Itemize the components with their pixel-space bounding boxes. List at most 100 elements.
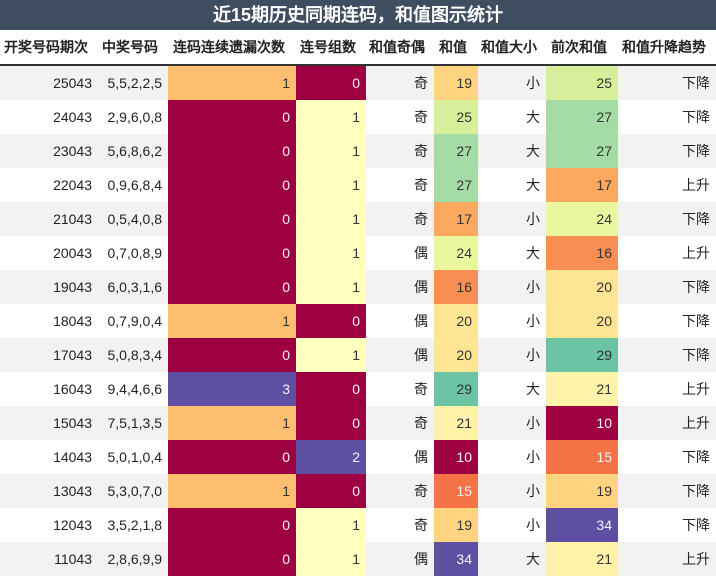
heat-cell: 16 <box>434 270 478 304</box>
cell: 小 <box>526 517 540 533</box>
header-cell: 开奖号码期次 <box>4 39 88 55</box>
cell: 大 <box>526 245 540 261</box>
heat-cell: 27 <box>434 134 478 168</box>
heat-cell: 1 <box>296 270 366 304</box>
heat-cell: 1 <box>168 406 296 440</box>
cell: 奇 <box>414 483 428 499</box>
heat-cell: 1 <box>296 134 366 168</box>
heat-cell: 0 <box>168 168 296 202</box>
cell: 偶 <box>414 313 428 329</box>
cell: 23043 <box>53 143 92 159</box>
heat-cell: 21 <box>546 542 618 576</box>
table-row: 16043 9,4,4,6,6 3 0 奇 29 大 21 上升 <box>0 372 716 406</box>
heat-cell: 0 <box>168 236 296 270</box>
heat-cell: 1 <box>296 508 366 542</box>
cell: 2,9,6,0,8 <box>107 109 163 125</box>
cell: 9,4,4,6,6 <box>107 381 163 397</box>
heat-cell: 1 <box>296 236 366 270</box>
heat-cell: 1 <box>296 338 366 372</box>
header-cell: 中奖号码 <box>102 39 158 55</box>
table-row: 17043 5,0,8,3,4 0 1 偶 20 小 29 下降 <box>0 338 716 372</box>
heat-cell: 16 <box>546 236 618 270</box>
cell: 13043 <box>53 483 92 499</box>
cell: 偶 <box>414 449 428 465</box>
cell: 奇 <box>414 109 428 125</box>
heat-cell: 0 <box>168 440 296 474</box>
cell: 18043 <box>53 313 92 329</box>
cell: 小 <box>526 313 540 329</box>
header-cell: 连码连续遗漏次数 <box>173 39 285 55</box>
table-row: 25043 5,5,2,2,5 1 0 奇 19 小 25 下降 <box>0 66 716 100</box>
heat-cell: 24 <box>546 202 618 236</box>
table-row: 19043 6,0,3,1,6 0 1 偶 16 小 20 下降 <box>0 270 716 304</box>
heat-cell: 0 <box>168 270 296 304</box>
cell: 2,8,6,9,9 <box>107 551 163 567</box>
cell: 上升 <box>682 177 710 193</box>
cell: 下降 <box>682 75 710 91</box>
cell: 0,9,6,8,4 <box>107 177 163 193</box>
cell: 下降 <box>682 313 710 329</box>
heat-cell: 27 <box>546 100 618 134</box>
cell: 下降 <box>682 517 710 533</box>
heat-cell: 0 <box>296 474 366 508</box>
header-cell: 和值大小 <box>481 39 537 55</box>
heat-cell: 1 <box>296 100 366 134</box>
cell: 24043 <box>53 109 92 125</box>
cell: 大 <box>526 109 540 125</box>
heat-cell: 29 <box>546 338 618 372</box>
cell: 14043 <box>53 449 92 465</box>
heat-cell: 0 <box>168 202 296 236</box>
cell: 小 <box>526 211 540 227</box>
cell: 小 <box>526 75 540 91</box>
heat-cell: 27 <box>546 134 618 168</box>
heat-cell: 0 <box>296 372 366 406</box>
header-cell: 连号组数 <box>300 39 356 55</box>
cell: 下降 <box>682 109 710 125</box>
cell: 6,0,3,1,6 <box>107 279 163 295</box>
heat-cell: 0 <box>296 66 366 100</box>
table-row: 23043 5,6,8,6,2 0 1 奇 27 大 27 下降 <box>0 134 716 168</box>
cell: 下降 <box>682 143 710 159</box>
table-row: 18043 0,7,9,0,4 1 0 偶 20 小 20 下降 <box>0 304 716 338</box>
cell: 小 <box>526 415 540 431</box>
cell: 22043 <box>53 177 92 193</box>
heat-cell: 20 <box>434 338 478 372</box>
cell: 奇 <box>414 177 428 193</box>
heat-cell: 0 <box>296 304 366 338</box>
header-row: 开奖号码期次 中奖号码 连码连续遗漏次数 连号组数 和值奇偶 和值 和值大小 前次和值 和值升降… <box>0 30 716 66</box>
heat-cell: 19 <box>434 66 478 100</box>
heat-cell: 25 <box>434 100 478 134</box>
heat-cell: 25 <box>546 66 618 100</box>
cell: 下降 <box>682 279 710 295</box>
heat-cell: 34 <box>434 542 478 576</box>
cell: 偶 <box>414 279 428 295</box>
table-row: 24043 2,9,6,0,8 0 1 奇 25 大 27 下降 <box>0 100 716 134</box>
cell: 5,5,2,2,5 <box>107 75 163 91</box>
cell: 20043 <box>53 245 92 261</box>
cell: 17043 <box>53 347 92 363</box>
cell: 小 <box>526 449 540 465</box>
cell: 奇 <box>414 211 428 227</box>
heat-cell: 19 <box>546 474 618 508</box>
heat-cell: 0 <box>168 100 296 134</box>
cell: 上升 <box>682 381 710 397</box>
cell: 下降 <box>682 347 710 363</box>
heat-cell: 24 <box>434 236 478 270</box>
header-cell: 和值升降趋势 <box>622 39 706 55</box>
cell: 上升 <box>682 551 710 567</box>
heat-cell: 34 <box>546 508 618 542</box>
cell: 大 <box>526 381 540 397</box>
cell: 5,3,0,7,0 <box>107 483 163 499</box>
table-row: 11043 2,8,6,9,9 0 1 偶 34 大 21 上升 <box>0 542 716 576</box>
heat-cell: 1 <box>296 542 366 576</box>
heat-cell: 1 <box>168 304 296 338</box>
cell: 5,6,8,6,2 <box>107 143 163 159</box>
heat-cell: 10 <box>434 440 478 474</box>
heat-cell: 2 <box>296 440 366 474</box>
heat-cell: 1 <box>168 474 296 508</box>
cell: 偶 <box>414 551 428 567</box>
cell: 小 <box>526 347 540 363</box>
cell: 奇 <box>414 143 428 159</box>
cell: 奇 <box>414 75 428 91</box>
cell: 大 <box>526 143 540 159</box>
